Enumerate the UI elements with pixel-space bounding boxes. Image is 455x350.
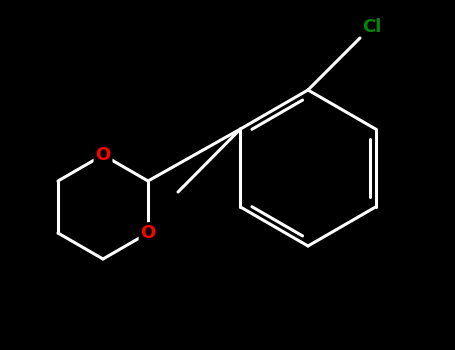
Text: Cl: Cl (362, 18, 381, 36)
Text: O: O (141, 224, 156, 242)
Text: O: O (96, 146, 111, 164)
